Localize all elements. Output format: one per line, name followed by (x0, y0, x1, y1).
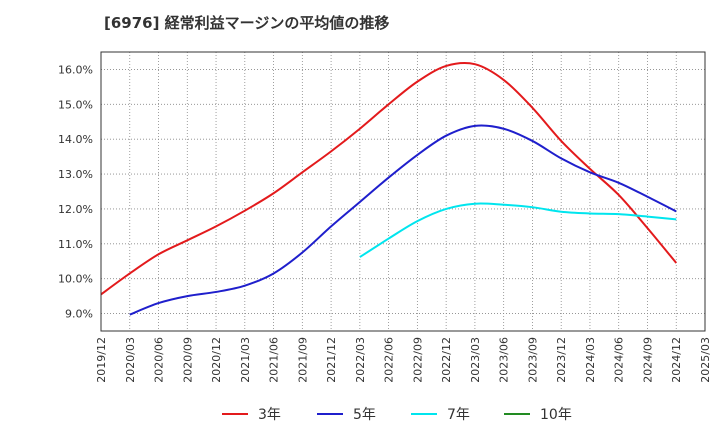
y-tick-label: 11.0% (58, 238, 93, 251)
x-tick-label: 2022/09 (411, 337, 424, 383)
x-tick-label: 2025/03 (699, 337, 712, 383)
x-tick-label: 2023/12 (555, 337, 568, 383)
x-tick-label: 2024/03 (584, 337, 597, 383)
y-tick-label: 12.0% (58, 203, 93, 216)
x-tick-label: 2023/09 (526, 337, 539, 383)
x-tick-label: 2020/09 (181, 337, 194, 383)
x-tick-label: 2021/12 (325, 337, 338, 383)
x-tick-label: 2024/06 (613, 337, 626, 383)
plot-border (100, 51, 706, 332)
x-tick-label: 2024/12 (670, 337, 683, 383)
y-tick-label: 9.0% (65, 308, 93, 321)
x-axis-ticks: 2019/12 2020/03 2020/06 2020/09 2020/12 2021/… (95, 337, 712, 383)
chart-title: [6976] 経常利益マージンの平均値の推移 (104, 14, 390, 32)
y-tick-label: 10.0% (58, 273, 93, 286)
x-tick-label: 2022/06 (383, 337, 396, 383)
legend-swatch (317, 413, 343, 415)
legend-swatch (504, 413, 530, 415)
series-line-5年 (129, 124, 677, 316)
y-axis-ticks: 9.0% 10.0% 11.0% 12.0% 13.0% 14.0% 15.0% 16.0% (58, 63, 93, 320)
y-tick-label: 13.0% (58, 168, 93, 181)
legend-item: 5年 (317, 404, 376, 424)
x-tick-label: 2021/03 (239, 337, 252, 383)
y-tick-label: 16.0% (58, 63, 93, 76)
x-tick-label: 2024/09 (641, 337, 654, 383)
x-tick-label: 2022/03 (354, 337, 367, 383)
x-tick-label: 2020/12 (210, 337, 223, 383)
legend-item: 3年 (222, 404, 281, 424)
series-lines (100, 61, 678, 316)
x-tick-label: 2020/03 (124, 337, 137, 383)
x-tick-label: 2023/03 (469, 337, 482, 383)
x-tick-label: 2021/09 (296, 337, 309, 383)
x-tick-label: 2022/12 (440, 337, 453, 383)
series-line-7年 (359, 202, 677, 258)
legend-label: 7年 (447, 407, 470, 423)
series-line-3年 (100, 61, 678, 296)
y-tick-label: 14.0% (58, 133, 93, 146)
y-tick-label: 15.0% (58, 98, 93, 111)
x-tick-label: 2021/06 (268, 337, 281, 383)
plot-frame (100, 51, 706, 332)
legend-label: 10年 (540, 407, 572, 423)
legend-swatch (411, 413, 437, 415)
legend-item: 10年 (504, 404, 572, 424)
legend-item: 7年 (411, 404, 470, 424)
x-tick-label: 2019/12 (95, 337, 108, 383)
legend-label: 5年 (353, 407, 376, 423)
x-tick-label: 2020/06 (153, 337, 166, 383)
legend-swatch (222, 413, 248, 415)
x-tick-label: 2023/06 (498, 337, 511, 383)
legend-label: 3年 (258, 407, 281, 423)
